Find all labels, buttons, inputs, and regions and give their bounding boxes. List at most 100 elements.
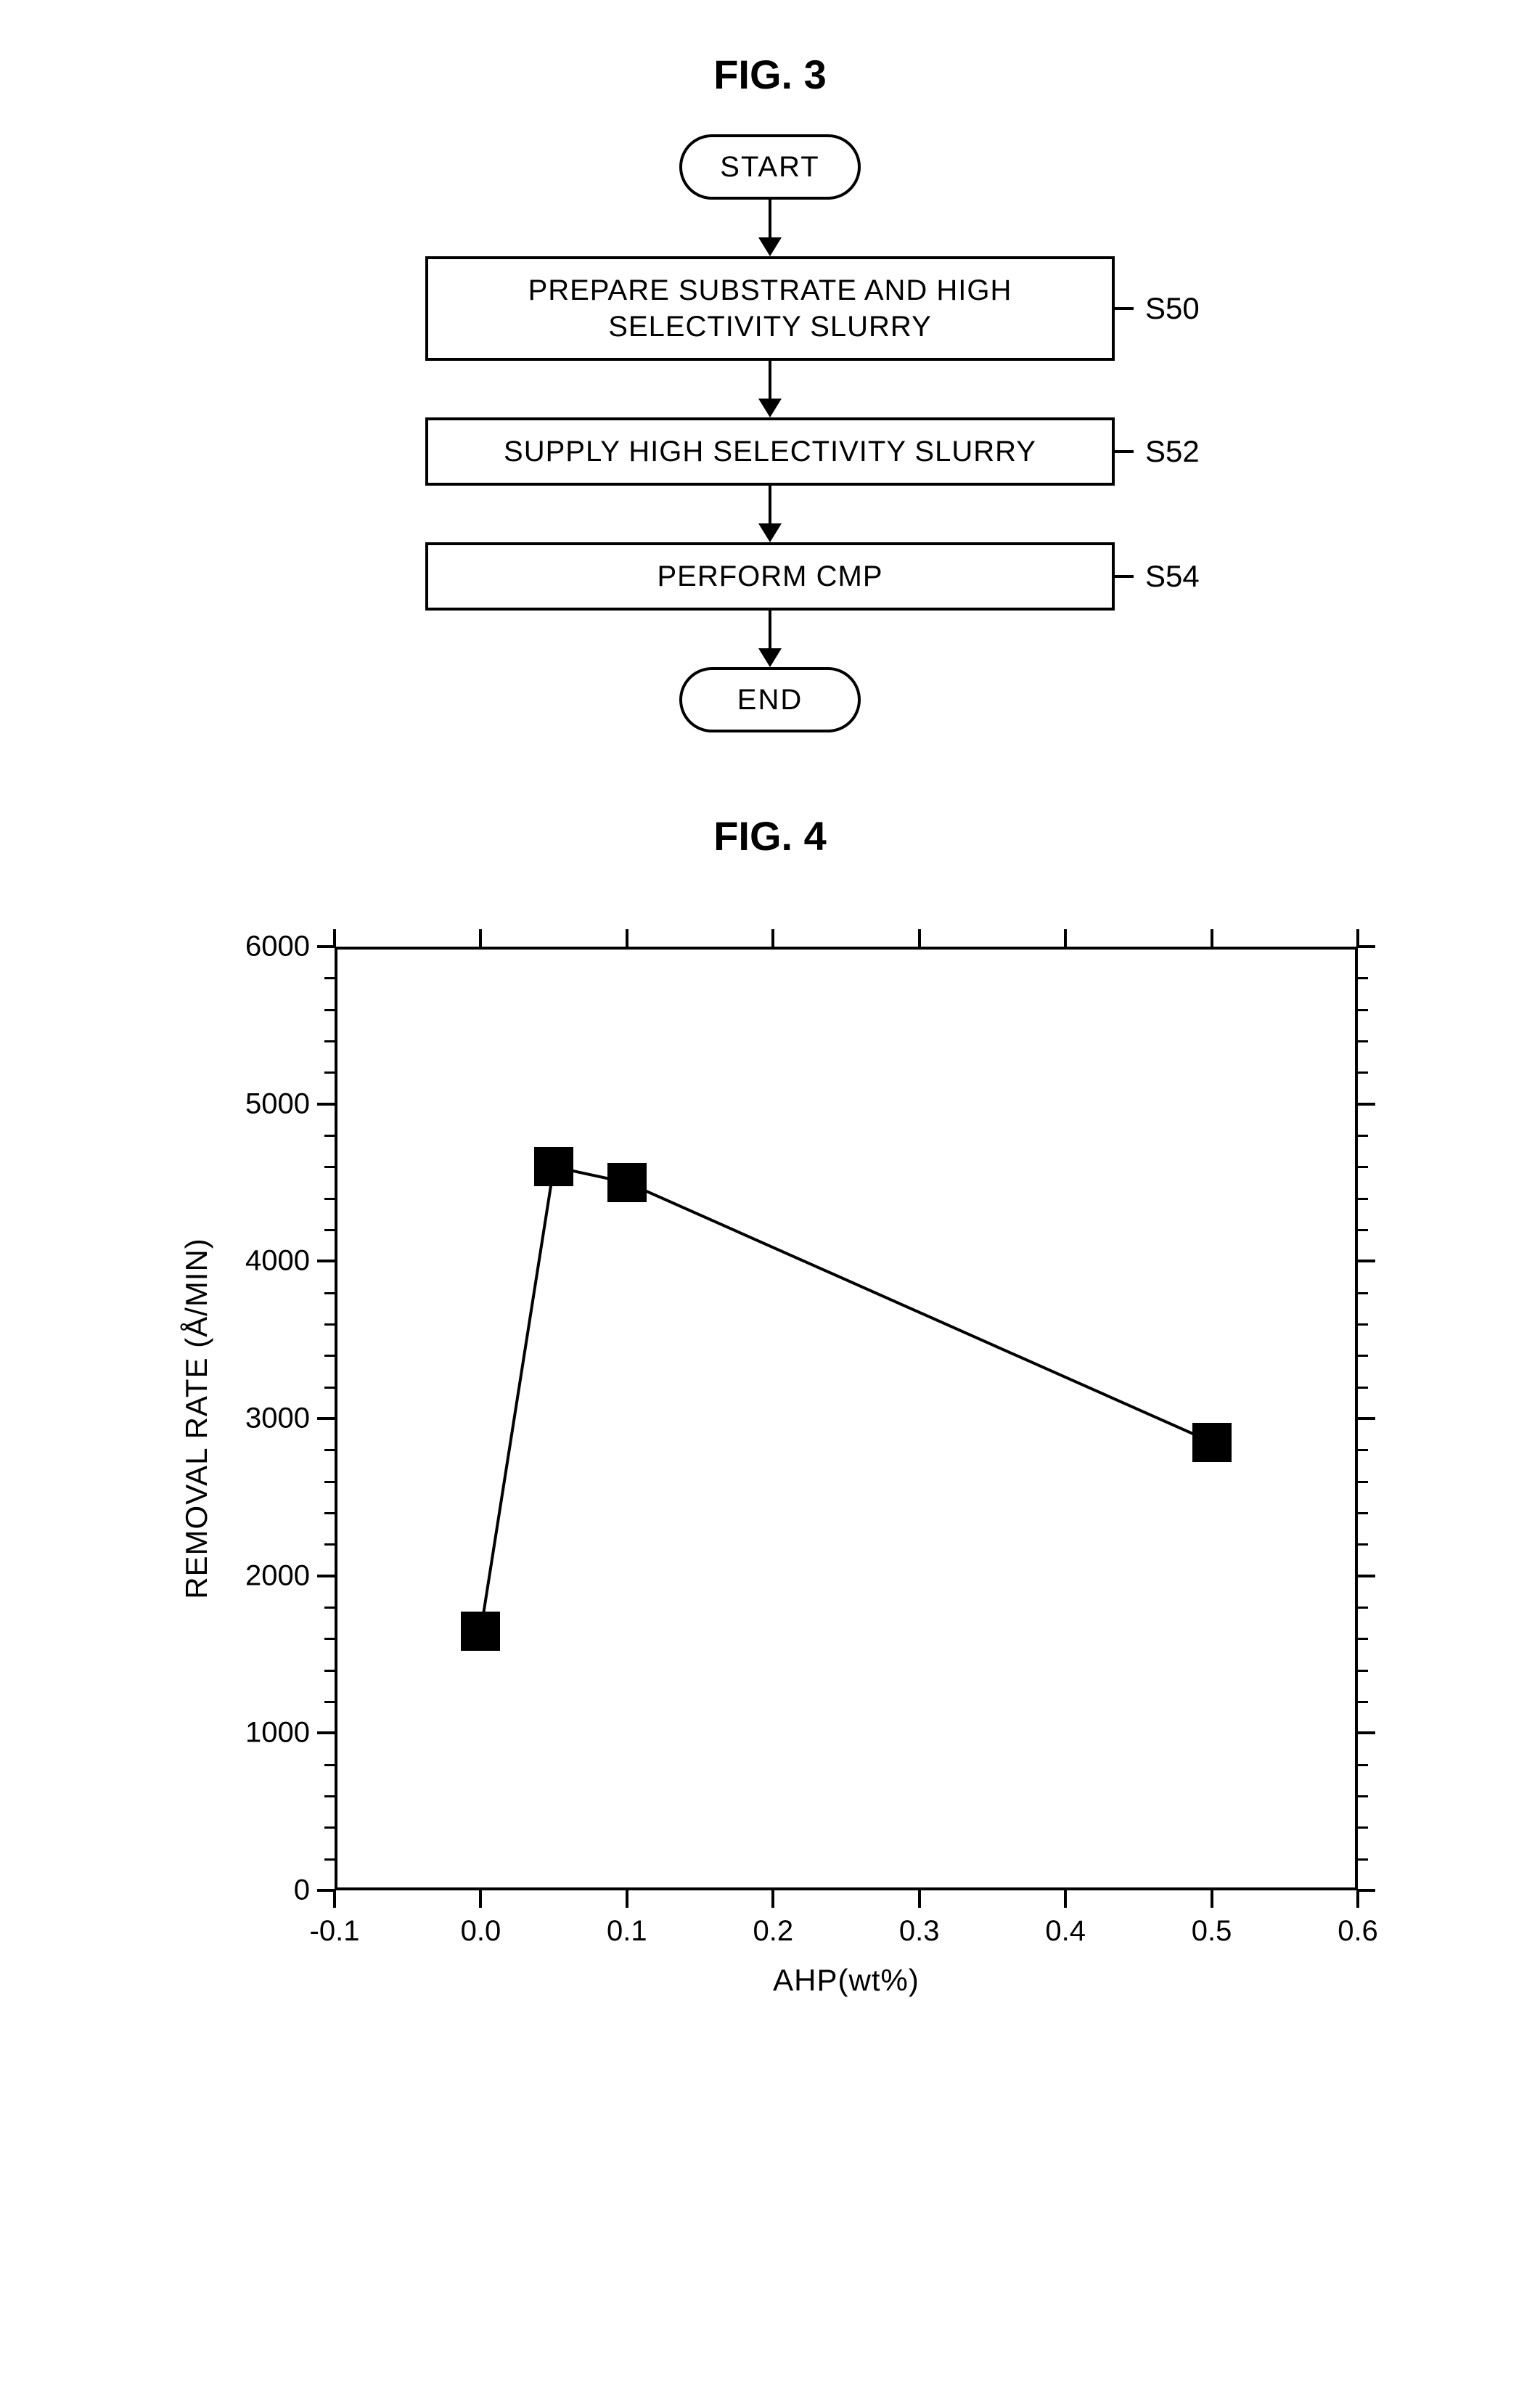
arrow-head-icon [758, 399, 782, 417]
flowchart-step-label-1: S52 [1115, 434, 1200, 469]
y-tick-label: 2000 [245, 1559, 310, 1592]
x-tick-major [333, 1890, 336, 1908]
y-tick-minor [324, 1826, 335, 1829]
y-tick-label: 3000 [245, 1403, 310, 1435]
y-tick-minor [324, 1135, 335, 1137]
flowchart-end: END [679, 667, 861, 732]
y-tick-label: 1000 [245, 1717, 310, 1750]
y-tick-minor [1358, 1071, 1368, 1074]
x-tick-major [1356, 1890, 1359, 1908]
y-tick-minor [1358, 1135, 1368, 1137]
flowchart-step-0: PREPARE SUBSTRATE AND HIGH SELECTIVITY S… [425, 256, 1115, 361]
x-tick-major [1356, 929, 1359, 947]
flowchart-step-label-2: S54 [1115, 559, 1200, 594]
y-tick-minor [324, 1481, 335, 1483]
x-tick-major [1064, 1890, 1067, 1908]
y-tick-minor [1358, 1355, 1368, 1357]
flowchart-start: START [679, 134, 861, 200]
y-tick-minor [1358, 1701, 1368, 1703]
arrow-line [769, 361, 771, 399]
y-tick-minor [1358, 1229, 1368, 1231]
y-tick-minor [324, 1638, 335, 1640]
y-tick-minor [1358, 1387, 1368, 1389]
y-tick-major [317, 1889, 335, 1892]
y-tick-major [1358, 945, 1375, 948]
arrow-line [769, 611, 771, 648]
data-marker [534, 1147, 573, 1186]
x-tick-major [479, 929, 482, 947]
y-tick-minor [1358, 1481, 1368, 1483]
data-marker [607, 1163, 647, 1202]
y-tick-minor [1358, 1040, 1368, 1042]
step-label-text: S52 [1145, 434, 1200, 469]
y-tick-major [317, 1417, 335, 1420]
y-tick-minor [1358, 1858, 1368, 1861]
x-tick-major [626, 1890, 628, 1908]
x-axis-title: AHP(wt%) [773, 1963, 920, 1998]
y-tick-minor [324, 1166, 335, 1168]
y-tick-minor [324, 1670, 335, 1672]
y-tick-major [1358, 1731, 1375, 1734]
y-tick-minor [1358, 1826, 1368, 1829]
chart-fig4: 0100020003000400050006000-0.10.00.10.20.… [131, 896, 1409, 2036]
x-tick-label: 0.4 [1045, 1915, 1086, 1948]
y-tick-minor [324, 1387, 335, 1389]
flowchart-step-text: PREPARE SUBSTRATE AND HIGH SELECTIVITY S… [528, 272, 1012, 345]
x-tick-label: 0.1 [607, 1915, 647, 1948]
y-tick-minor [1358, 1166, 1368, 1168]
x-tick-major [1211, 1890, 1213, 1908]
x-tick-major [333, 929, 336, 947]
y-tick-minor [1358, 1795, 1368, 1797]
x-tick-major [771, 1890, 774, 1908]
y-tick-minor [324, 1071, 335, 1074]
y-tick-minor [1358, 1323, 1368, 1326]
tick-line [1115, 307, 1134, 310]
y-tick-minor [1358, 1607, 1368, 1609]
y-tick-minor [1358, 1764, 1368, 1766]
x-tick-label: 0.5 [1192, 1915, 1232, 1948]
x-tick-major [479, 1890, 482, 1908]
page: FIG. 3 START PREPARE SUBSTRATE AND HIGH … [0, 29, 1540, 2036]
fig4-title: FIG. 4 [713, 812, 827, 860]
y-tick-minor [324, 1512, 335, 1514]
y-tick-label: 6000 [245, 931, 310, 963]
y-tick-major [317, 1731, 335, 1734]
y-tick-minor [1358, 1512, 1368, 1514]
y-tick-major [1358, 1417, 1375, 1420]
x-tick-label: 0.2 [753, 1915, 793, 1948]
y-tick-major [317, 1575, 335, 1577]
y-tick-minor [324, 1040, 335, 1042]
arrow-head-icon [758, 523, 782, 542]
x-tick-major [1211, 929, 1213, 947]
x-tick-major [918, 929, 921, 947]
y-tick-minor [324, 977, 335, 979]
flowchart-fig3: START PREPARE SUBSTRATE AND HIGH SELECTI… [425, 134, 1115, 732]
flowchart-step-row-2: PERFORM CMP S54 [425, 542, 1115, 611]
x-tick-major [918, 1890, 921, 1908]
y-tick-minor [1358, 1449, 1368, 1451]
step-label-text: S50 [1145, 291, 1200, 326]
tick-line [1115, 575, 1134, 578]
flowchart-step-text: SUPPLY HIGH SELECTIVITY SLURRY [504, 433, 1036, 470]
y-tick-minor [1358, 977, 1368, 979]
y-tick-minor [324, 1355, 335, 1357]
y-tick-minor [1358, 1198, 1368, 1200]
data-marker [1192, 1423, 1232, 1462]
y-tick-major [1358, 1260, 1375, 1262]
y-tick-minor [324, 1607, 335, 1609]
y-axis-title: REMOVAL RATE (Å/MIN) [179, 1238, 214, 1599]
y-tick-major [1358, 1889, 1375, 1892]
flowchart-step-label-0: S50 [1115, 291, 1200, 326]
flowchart-arrow [769, 611, 771, 648]
x-tick-label: 0.6 [1338, 1915, 1378, 1948]
y-tick-minor [1358, 1292, 1368, 1294]
y-tick-minor [324, 1323, 335, 1326]
x-tick-major [771, 929, 774, 947]
y-tick-major [317, 1260, 335, 1262]
y-tick-minor [324, 1858, 335, 1861]
x-tick-major [1064, 929, 1067, 947]
y-tick-minor [324, 1009, 335, 1011]
flowchart-arrow [769, 486, 771, 523]
y-tick-major [317, 1103, 335, 1106]
arrow-line [769, 200, 771, 237]
